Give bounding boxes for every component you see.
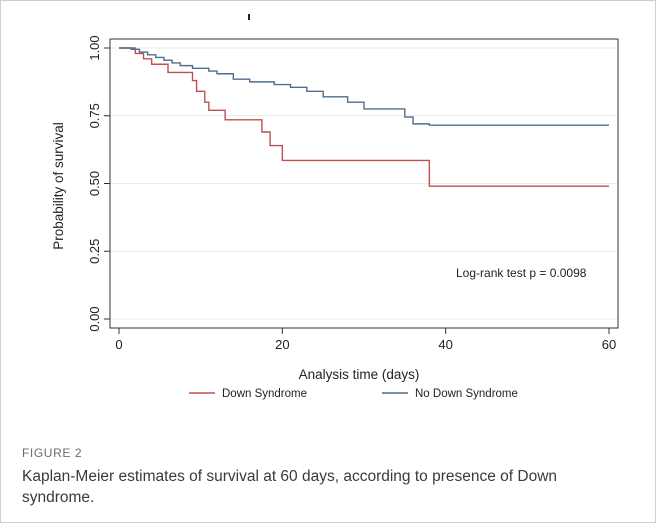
y-tick-label-4: 1.00 xyxy=(87,35,102,60)
legend-label-no-down-syndrome: No Down Syndrome xyxy=(415,388,518,400)
series-line-no-down-syndrome xyxy=(119,47,609,126)
x-tick-label-2: 40 xyxy=(438,337,452,352)
series-line-down-syndrome xyxy=(119,47,609,187)
legend-label-down-syndrome: Down Syndrome xyxy=(222,388,307,400)
y-tick-label-1: 0.25 xyxy=(87,239,102,264)
y-tick-label-0: 0.00 xyxy=(87,306,102,331)
figure-caption-text: Kaplan-Meier estimates of survival at 60… xyxy=(22,468,558,506)
x-tick-label-1: 20 xyxy=(275,337,289,352)
y-axis-label: Probability of survival xyxy=(51,122,66,250)
km-chart: 0 20 40 60 0.00 0.25 0.50 0.75 1.00 Log-rank te… xyxy=(51,14,619,400)
y-tick-label-3: 0.75 xyxy=(87,103,102,128)
log-rank-annotation: Log-rank test p = 0.0098 xyxy=(456,266,587,280)
figure-label: FIGURE 2 xyxy=(22,446,83,460)
series-lines xyxy=(119,47,609,187)
grid-lines xyxy=(110,47,618,320)
x-axis-ticks: 0 20 40 60 xyxy=(115,328,616,352)
y-tick-label-2: 0.50 xyxy=(87,171,102,196)
figure-caption: FIGURE 2 Kaplan-Meier estimates of survi… xyxy=(22,446,632,508)
x-axis-label: Analysis time (days) xyxy=(299,367,420,382)
x-tick-label-3: 60 xyxy=(602,337,616,352)
legend: Down Syndrome No Down Syndrome xyxy=(189,388,518,400)
x-tick-label-0: 0 xyxy=(115,337,122,352)
y-axis-ticks: 0.00 0.25 0.50 0.75 1.00 xyxy=(87,35,110,332)
